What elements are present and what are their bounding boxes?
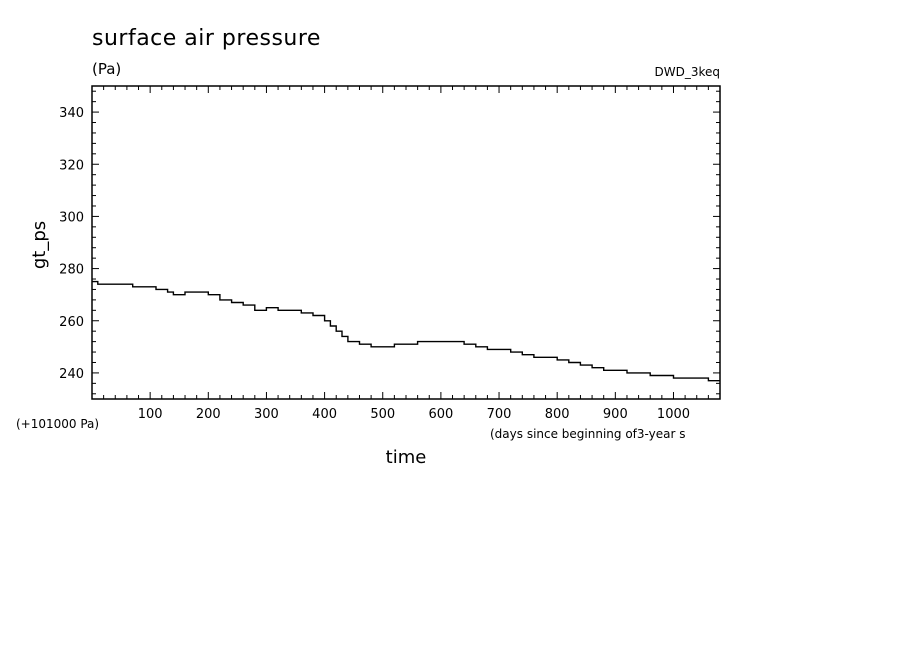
y-offset-note: (+101000 Pa) <box>16 417 99 431</box>
x-tick-label: 100 <box>138 407 163 422</box>
x-tick-labels: 100 200 300 400 500 600 700 800 900 1000 <box>138 407 690 422</box>
y-tick-label: 300 <box>59 210 84 225</box>
chart-title: surface air pressure <box>92 26 321 51</box>
y-tick-label: 320 <box>59 158 84 173</box>
dataset-label: DWD_3keq <box>654 65 720 79</box>
axis-ticks <box>92 86 720 399</box>
y-tick-label: 260 <box>59 315 84 330</box>
x-tick-label: 600 <box>428 407 453 422</box>
y-tick-label: 240 <box>59 367 84 382</box>
y-tick-label: 280 <box>59 263 84 278</box>
x-tick-label: 200 <box>196 407 221 422</box>
x-tick-label: 1000 <box>657 407 690 422</box>
series-line <box>92 280 720 382</box>
x-tick-label: 500 <box>370 407 395 422</box>
chart-units: (Pa) <box>92 60 121 78</box>
y-tick-label: 340 <box>59 106 84 121</box>
x-tick-label: 800 <box>545 407 570 422</box>
x-units-note: (days since beginning of3-year s <box>490 427 686 441</box>
x-tick-label: 700 <box>487 407 512 422</box>
x-tick-label: 900 <box>603 407 628 422</box>
plot-frame <box>91 85 721 400</box>
x-tick-label: 400 <box>312 407 337 422</box>
x-tick-label: 300 <box>254 407 279 422</box>
x-axis-label: time <box>386 447 427 468</box>
y-tick-labels: 240 260 280 300 320 340 <box>59 106 84 382</box>
y-axis-label: gt_ps <box>29 221 50 269</box>
